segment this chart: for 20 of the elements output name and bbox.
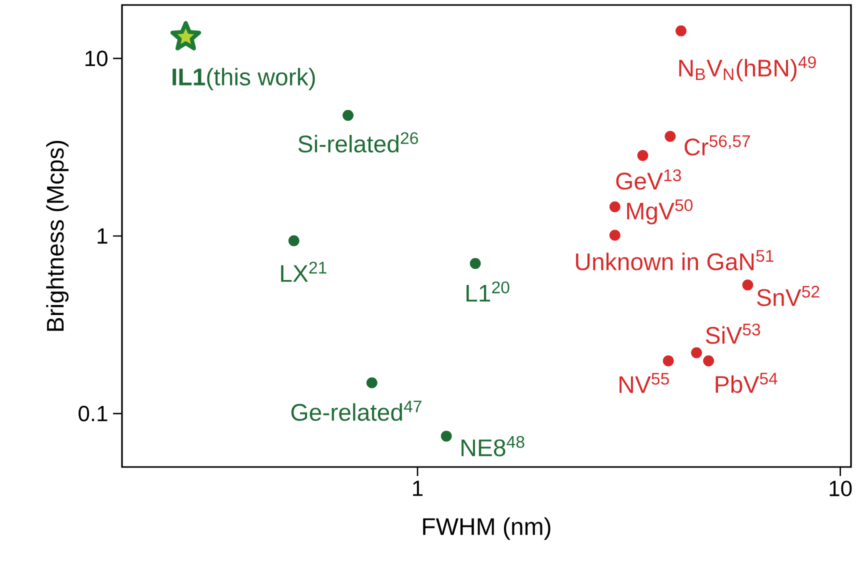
annotation: PbV$^{54}$	[716, 372, 778, 393]
annotation: Si-related$^{26}$	[298, 132, 418, 153]
annotation: LX$^{21}$	[281, 262, 326, 282]
x-axis-title: FWHM (nm)	[423, 517, 550, 540]
annotation: GeV$^{13}$	[616, 169, 681, 190]
annotation: SnV$^{52}$	[757, 286, 820, 306]
y-tick-label: 1	[98, 228, 108, 244]
annotation: N$_{B}$V$_{N}$(hBN)$^{49}$	[679, 56, 816, 82]
annotation: NE8$^{48}$	[462, 436, 524, 456]
annotation: NV$^{55}$	[620, 372, 669, 393]
annotation: Unknown in GaN$^{51}$	[576, 250, 774, 270]
annotation: IL1(this work)	[172, 68, 315, 90]
annotation: MgV$^{50}$	[627, 199, 693, 224]
y-axis-title: Brightness (Mcps)	[46, 140, 69, 331]
y-tick-label: 10	[86, 50, 108, 66]
annotation: L1$^{20}$	[466, 281, 510, 302]
annotation: SiV$^{53}$	[706, 324, 760, 344]
y-tick-label: 0.1	[78, 406, 108, 422]
annotation: Cr$^{56,57}$	[684, 135, 750, 156]
annotation: Ge-related$^{47}$	[291, 400, 422, 421]
